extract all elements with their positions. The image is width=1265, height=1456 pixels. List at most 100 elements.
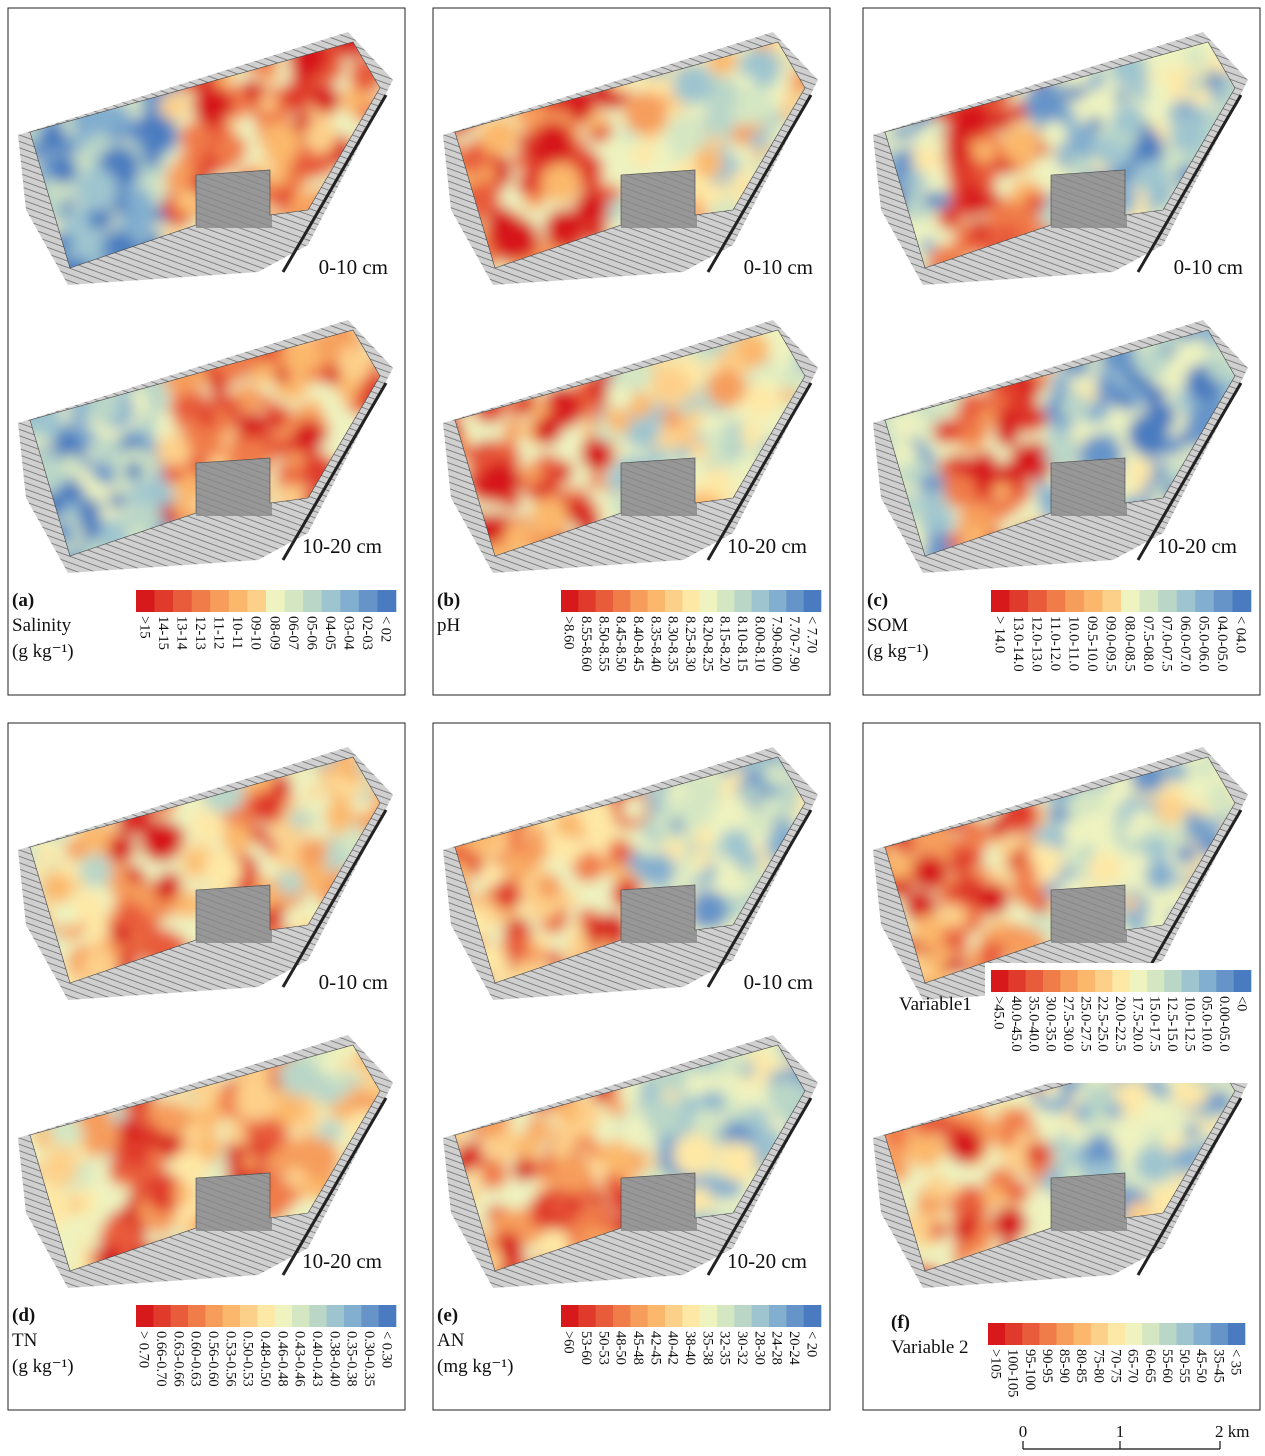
surface-blob	[503, 492, 521, 510]
surface-blob	[1007, 21, 1028, 42]
variable-unit: (g kg⁻¹)	[12, 641, 74, 662]
surface-blob	[275, 368, 290, 383]
surface-blob	[872, 370, 888, 386]
legend-label: 55-60	[1159, 1349, 1175, 1383]
surface-blob	[64, 376, 86, 398]
surface-blob	[562, 1041, 603, 1082]
surface-blob	[977, 373, 990, 386]
legend-swatch	[136, 1305, 154, 1327]
surface-blob	[564, 759, 589, 784]
surface-blob	[75, 1097, 110, 1132]
surface-blob	[932, 121, 947, 136]
surface-blob	[217, 37, 246, 66]
surface-blob	[457, 809, 500, 852]
surface-blob	[484, 357, 503, 376]
legend-label: 8.00-8.10	[751, 616, 767, 672]
legend-swatch	[717, 1305, 735, 1327]
surface-blob	[512, 1158, 536, 1182]
surface-blob	[1030, 198, 1043, 211]
surface-blob	[153, 319, 173, 339]
surface-blob	[433, 385, 467, 419]
surface-blob	[531, 122, 575, 166]
legend-swatch	[1195, 590, 1214, 612]
surface-blob	[882, 766, 911, 795]
legend-swatch	[322, 590, 341, 612]
legend-label: 8.50-8.55	[595, 616, 611, 672]
legend-swatch	[1084, 590, 1103, 612]
surface-blob	[673, 1133, 717, 1177]
surface-blob	[531, 309, 557, 335]
variable-name: TN	[12, 1330, 38, 1351]
legend-label: 40-42	[665, 1331, 681, 1365]
imagery-block	[196, 168, 272, 228]
surface-blob	[139, 323, 167, 351]
surface-blob	[1087, 16, 1130, 59]
surface-blob	[780, 205, 806, 231]
surface-blob	[803, 751, 834, 782]
surface-blob	[972, 56, 1008, 92]
legend-label: 07.0-07.5	[1158, 616, 1174, 672]
surface-blob	[52, 56, 88, 92]
surface-blob	[64, 785, 82, 803]
surface-blob	[354, 871, 367, 884]
panel: 0-10 cm10-20 cm(c)SOM(g kg⁻¹)> 14.013.0-…	[855, 8, 1265, 695]
surface-blob	[28, 1272, 41, 1285]
surface-blob	[976, 883, 1009, 916]
surface-blob	[213, 135, 246, 168]
surface-blob	[128, 748, 142, 762]
surface-blob	[469, 88, 482, 101]
legend-label: > 0.70	[136, 1331, 152, 1368]
surface-blob	[79, 375, 103, 399]
surface-blob	[1205, 438, 1240, 473]
surface-blob	[924, 1175, 949, 1200]
surface-blob	[517, 20, 551, 54]
surface-blob	[645, 1098, 683, 1136]
legend-swatch	[1176, 1323, 1193, 1345]
legend-swatch	[578, 590, 596, 612]
surface-blob	[767, 221, 794, 248]
legend-label: 95-100	[1022, 1349, 1038, 1390]
surface-blob	[516, 15, 550, 49]
surface-blob	[535, 1037, 548, 1050]
legend-swatch	[1043, 970, 1061, 992]
surface-blob	[1225, 178, 1264, 217]
surface-blob	[493, 322, 532, 361]
legend-label: 10.0-12.5	[1181, 996, 1197, 1052]
surface-blob	[624, 729, 660, 765]
surface-blob	[39, 319, 82, 362]
surface-blob	[204, 852, 242, 890]
surface-blob	[1229, 206, 1243, 220]
surface-blob	[893, 778, 910, 795]
surface-blob	[91, 1023, 114, 1046]
surface-blob	[75, 168, 118, 211]
surface-blob	[764, 514, 781, 531]
surface-blob	[1009, 25, 1037, 53]
surface-blob	[791, 465, 807, 481]
legend-label: 35-45	[1210, 1349, 1226, 1383]
surface-blob	[931, 810, 943, 822]
surface-blob	[343, 941, 361, 959]
legend-swatch	[1121, 590, 1140, 612]
surface-blob	[317, 1027, 330, 1040]
surface-blob	[106, 343, 147, 384]
legend-swatch	[1234, 970, 1252, 992]
surface-blob	[79, 68, 106, 95]
legend-swatch	[1194, 1323, 1211, 1345]
surface-blob	[340, 1168, 382, 1210]
legend-swatch	[665, 590, 683, 612]
panel-letter: (c)	[867, 590, 888, 611]
surface-blob	[174, 1042, 209, 1077]
legend-swatch	[285, 590, 304, 612]
surface-blob	[761, 484, 776, 499]
surface-blob	[41, 766, 55, 780]
surface-blob	[981, 67, 1005, 91]
depth-label: 10-20 cm	[1157, 534, 1237, 558]
surface-blob	[693, 849, 712, 868]
surface-blob	[892, 754, 930, 792]
surface-blob	[212, 313, 237, 338]
surface-blob	[1146, 77, 1170, 101]
surface-blob	[140, 1026, 178, 1064]
legend-swatch	[630, 1305, 648, 1327]
surface-blob	[606, 383, 632, 409]
surface-blob	[793, 899, 807, 913]
